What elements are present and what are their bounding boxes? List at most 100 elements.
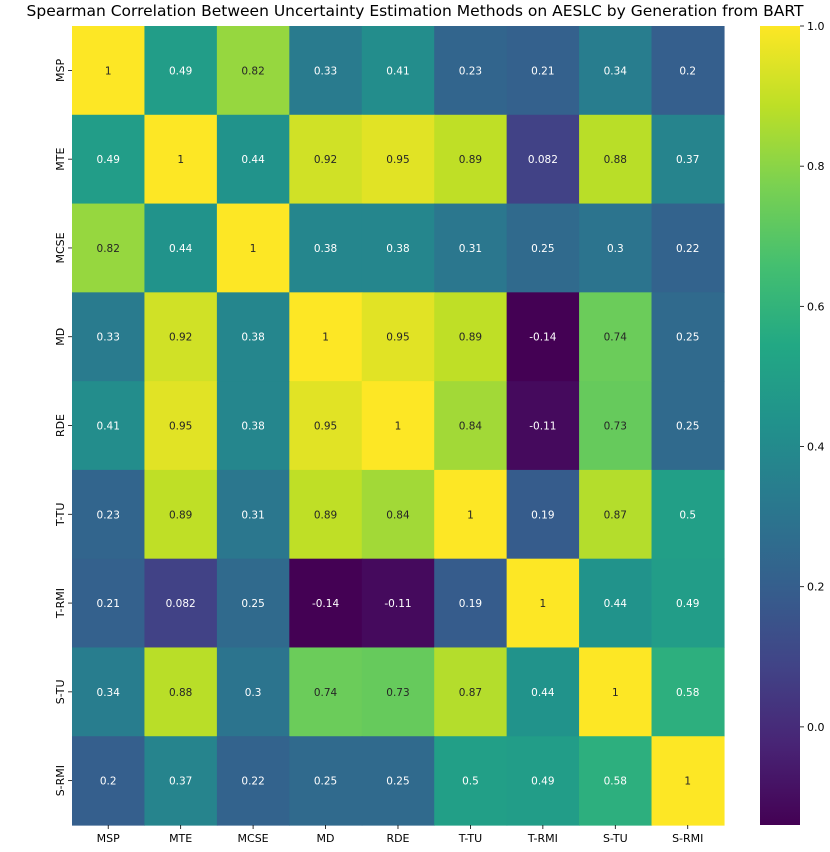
heatmap-cell-S-TU-MCSE (216, 647, 290, 737)
heatmap-cell-MCSE-RDE (361, 203, 435, 293)
heatmap-cell-T-TU-MD (289, 469, 363, 560)
heatmap-cell-RDE-T-TU (434, 381, 508, 471)
heatmap-cell-MCSE-MCSE (216, 203, 290, 293)
heatmap-cell-MCSE-MSP (72, 203, 146, 293)
x-tick-label: T-RMI (527, 832, 558, 845)
cell-value-label: 0.33 (314, 65, 337, 77)
colorbar-tick-label: 0.2 (807, 581, 825, 594)
heatmap-cell-S-RMI-MD (289, 736, 363, 826)
y-tick-label: MTE (54, 148, 67, 171)
heatmap-cell-S-RMI-S-TU (579, 736, 653, 826)
cell-value-label: 1 (684, 776, 691, 788)
heatmap-cell-MSP-T-RMI (506, 26, 580, 116)
heatmap-cell-T-RMI-MD (289, 558, 363, 649)
cell-value-label: 1 (105, 65, 112, 77)
cell-value-label: 0.2 (679, 65, 696, 77)
cell-value-label: 0.88 (604, 154, 627, 166)
heatmap-cell-MD-S-TU (579, 292, 653, 382)
y-tick-label: S-TU (54, 679, 67, 704)
x-tick-label: MSP (97, 832, 120, 845)
heatmap-cell-MSP-MTE (144, 26, 218, 116)
heatmap-cell-S-TU-RDE (361, 647, 435, 737)
heatmap-cell-T-TU-RDE (361, 469, 435, 560)
heatmap-cell-RDE-S-RMI (651, 381, 725, 471)
cell-value-label: 0.89 (459, 332, 482, 344)
cell-value-label: -0.11 (529, 421, 556, 433)
heatmap-cell-S-TU-MD (289, 647, 363, 737)
cell-value-label: 1 (322, 332, 329, 344)
heatmap-cell-T-TU-S-TU (579, 469, 653, 560)
cell-value-label: 0.49 (169, 65, 192, 77)
cell-value-label: 0.49 (676, 598, 699, 610)
cell-value-label: 0.73 (604, 421, 627, 433)
cell-value-label: 0.49 (97, 154, 120, 166)
cell-value-label: 0.87 (604, 509, 627, 521)
x-tick-label: RDE (386, 832, 409, 845)
cell-value-label: 0.25 (241, 598, 264, 610)
cell-value-label: 1 (250, 243, 257, 255)
cell-value-label: 1 (612, 687, 619, 699)
heatmap-cell-MD-S-RMI (651, 292, 725, 382)
cell-value-label: 0.19 (531, 509, 554, 521)
cell-value-label: 0.44 (169, 243, 193, 255)
cell-value-label: 0.33 (97, 332, 120, 344)
cell-value-label: 0.74 (314, 687, 338, 699)
cell-value-label: 0.2 (100, 776, 117, 788)
cell-value-label: 1 (467, 509, 474, 521)
heatmap-cell-T-TU-T-TU (434, 469, 508, 560)
y-tick-label: MCSE (54, 232, 67, 263)
cell-value-label: 0.3 (607, 243, 624, 255)
heatmap-cell-MTE-T-TU (434, 114, 508, 205)
heatmap-cell-MSP-S-TU (579, 26, 653, 116)
cell-value-label: 0.95 (314, 421, 337, 433)
cell-value-label: 0.23 (459, 65, 482, 77)
cell-value-label: 0.95 (386, 332, 409, 344)
cell-value-labels: 1 0.49 0.82 0.33 0.41 0.23 0.21 0.34 0.20.49 1 0.4… (97, 65, 700, 787)
cell-value-label: 0.84 (386, 509, 410, 521)
cell-value-label: 0.41 (97, 421, 120, 433)
cell-value-label: -0.14 (312, 598, 339, 610)
cell-value-label: 0.82 (97, 243, 120, 255)
heatmap-cell-MTE-MSP (72, 114, 146, 205)
heatmap-cell-MD-RDE (361, 292, 435, 382)
heatmap-cell-S-TU-S-RMI (651, 647, 725, 737)
cell-value-label: 0.5 (679, 509, 696, 521)
cell-value-label: 0.44 (531, 687, 555, 699)
cell-value-label: 0.92 (169, 332, 192, 344)
heatmap-cell-S-RMI-S-RMI (651, 736, 725, 826)
heatmap-cell-MTE-MCSE (216, 114, 290, 205)
cell-value-label: 0.25 (314, 776, 337, 788)
cell-value-label: 0.74 (604, 332, 628, 344)
heatmap-cells (72, 26, 725, 826)
heatmap-cell-S-RMI-MCSE (216, 736, 290, 826)
heatmap-cell-S-TU-S-TU (579, 647, 653, 737)
colorbar: 0.0 0.2 0.4 0.6 0.8 1.0 (760, 20, 825, 825)
heatmap-cell-MD-MSP (72, 292, 146, 382)
heatmap-cell-MCSE-MD (289, 203, 363, 293)
cell-value-label: -0.11 (384, 598, 411, 610)
cell-value-label: 0.19 (459, 598, 482, 610)
heatmap-cell-T-TU-MCSE (216, 469, 290, 560)
heatmap-cell-T-TU-S-RMI (651, 469, 725, 560)
cell-value-label: 0.082 (166, 598, 196, 610)
x-tick-label: MTE (169, 832, 192, 845)
cell-value-label: 0.41 (386, 65, 409, 77)
heatmap-cell-MTE-S-TU (579, 114, 653, 205)
x-tick-label: MD (317, 832, 335, 845)
heatmap-cell-S-RMI-RDE (361, 736, 435, 826)
cell-value-label: 0.73 (386, 687, 409, 699)
cell-value-label: -0.14 (529, 332, 556, 344)
cell-value-label: 0.95 (169, 421, 192, 433)
heatmap-cell-MTE-RDE (361, 114, 435, 205)
heatmap-cell-T-RMI-S-TU (579, 558, 653, 649)
heatmap-cell-T-RMI-MCSE (216, 558, 290, 649)
cell-value-label: 0.23 (97, 509, 120, 521)
cell-value-label: 0.37 (676, 154, 699, 166)
heatmap-cell-MTE-MD (289, 114, 363, 205)
colorbar-tick-label: 0.0 (807, 721, 825, 734)
heatmap-cell-MD-MCSE (216, 292, 290, 382)
cell-value-label: 0.58 (604, 776, 627, 788)
heatmap-cell-S-RMI-T-RMI (506, 736, 580, 826)
cell-value-label: 0.38 (386, 243, 409, 255)
cell-value-label: 0.89 (314, 509, 337, 521)
